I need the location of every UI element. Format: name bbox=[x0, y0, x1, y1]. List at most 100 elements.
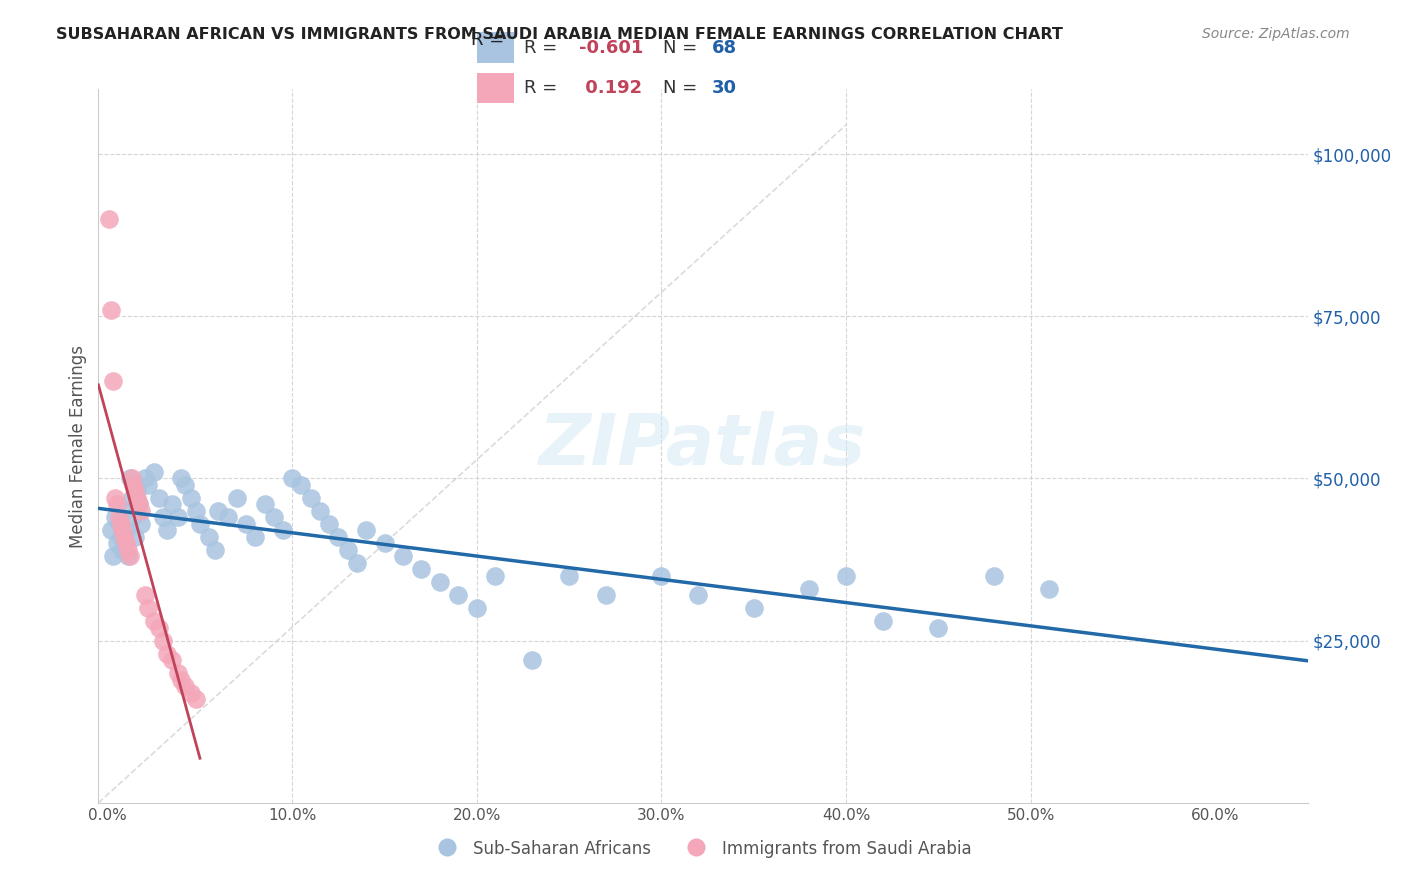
Text: 68: 68 bbox=[713, 38, 737, 56]
Point bbox=[122, 510, 145, 524]
Point bbox=[170, 673, 193, 687]
Point bbox=[271, 524, 294, 538]
Point bbox=[122, 478, 145, 492]
Point bbox=[188, 516, 211, 531]
Point bbox=[110, 530, 132, 544]
Point bbox=[103, 374, 125, 388]
Point bbox=[136, 601, 159, 615]
Point bbox=[429, 575, 451, 590]
Point bbox=[148, 491, 170, 505]
Point bbox=[128, 497, 150, 511]
Point bbox=[253, 497, 276, 511]
Point bbox=[136, 478, 159, 492]
Point bbox=[134, 471, 156, 485]
Point bbox=[797, 582, 820, 596]
Point bbox=[112, 504, 135, 518]
Point bbox=[166, 666, 188, 681]
Point bbox=[152, 510, 174, 524]
Point bbox=[118, 471, 141, 485]
Point bbox=[392, 549, 415, 564]
Point bbox=[162, 497, 184, 511]
Point bbox=[115, 536, 138, 550]
Point bbox=[107, 510, 129, 524]
Point bbox=[650, 568, 672, 582]
Text: Source: ZipAtlas.com: Source: ZipAtlas.com bbox=[1202, 27, 1350, 41]
Point bbox=[148, 621, 170, 635]
Point bbox=[162, 653, 184, 667]
Point bbox=[447, 588, 470, 602]
Point bbox=[104, 510, 127, 524]
Point bbox=[328, 530, 350, 544]
Point bbox=[105, 497, 128, 511]
Point bbox=[688, 588, 710, 602]
Point bbox=[281, 471, 304, 485]
Point bbox=[290, 478, 312, 492]
Point bbox=[207, 504, 229, 518]
Point bbox=[117, 542, 139, 557]
Point bbox=[174, 679, 197, 693]
Point bbox=[156, 647, 179, 661]
Text: 30: 30 bbox=[713, 78, 737, 96]
Text: ZIPatlas: ZIPatlas bbox=[540, 411, 866, 481]
Point bbox=[411, 562, 433, 576]
Point bbox=[346, 556, 368, 570]
Point bbox=[134, 588, 156, 602]
Point bbox=[186, 692, 208, 706]
Point bbox=[835, 568, 858, 582]
Point bbox=[104, 491, 127, 505]
Point bbox=[336, 542, 359, 557]
Point bbox=[121, 491, 143, 505]
Point bbox=[180, 491, 202, 505]
Point bbox=[872, 614, 894, 628]
Point bbox=[110, 516, 132, 531]
Point bbox=[174, 478, 197, 492]
Point bbox=[235, 516, 257, 531]
Point bbox=[522, 653, 544, 667]
Text: N =: N = bbox=[662, 38, 697, 56]
Y-axis label: Median Female Earnings: Median Female Earnings bbox=[69, 344, 87, 548]
Point bbox=[170, 471, 193, 485]
Point bbox=[354, 524, 377, 538]
Point bbox=[121, 471, 143, 485]
Point bbox=[111, 542, 134, 557]
Point bbox=[152, 633, 174, 648]
Point bbox=[186, 504, 208, 518]
Point bbox=[117, 549, 139, 564]
Text: R =: R = bbox=[471, 31, 510, 49]
Point bbox=[127, 491, 149, 505]
Point bbox=[558, 568, 581, 582]
Point bbox=[927, 621, 949, 635]
Point bbox=[595, 588, 617, 602]
Point bbox=[263, 510, 285, 524]
Text: R =: R = bbox=[523, 38, 557, 56]
Text: -0.601: -0.601 bbox=[579, 38, 644, 56]
Text: SUBSAHARAN AFRICAN VS IMMIGRANTS FROM SAUDI ARABIA MEDIAN FEMALE EARNINGS CORREL: SUBSAHARAN AFRICAN VS IMMIGRANTS FROM SA… bbox=[56, 27, 1063, 42]
Point bbox=[127, 484, 149, 499]
Point bbox=[742, 601, 765, 615]
Point bbox=[166, 510, 188, 524]
Point bbox=[1038, 582, 1060, 596]
Legend: Sub-Saharan Africans, Immigrants from Saudi Arabia: Sub-Saharan Africans, Immigrants from Sa… bbox=[427, 832, 979, 866]
Point bbox=[299, 491, 322, 505]
Point bbox=[103, 549, 125, 564]
Point bbox=[180, 685, 202, 699]
Point bbox=[983, 568, 1005, 582]
Text: R =: R = bbox=[523, 78, 557, 96]
Point bbox=[142, 465, 165, 479]
Point bbox=[129, 504, 152, 518]
Point bbox=[100, 524, 122, 538]
Point bbox=[318, 516, 340, 531]
Point bbox=[225, 491, 247, 505]
Point bbox=[100, 302, 122, 317]
FancyBboxPatch shape bbox=[477, 32, 515, 62]
Point bbox=[309, 504, 332, 518]
Point bbox=[465, 601, 488, 615]
Point bbox=[129, 516, 152, 531]
Point bbox=[217, 510, 239, 524]
Point bbox=[115, 524, 138, 538]
Point bbox=[124, 530, 146, 544]
Point bbox=[107, 516, 129, 531]
Point bbox=[156, 524, 179, 538]
Point bbox=[118, 549, 141, 564]
Point bbox=[245, 530, 267, 544]
